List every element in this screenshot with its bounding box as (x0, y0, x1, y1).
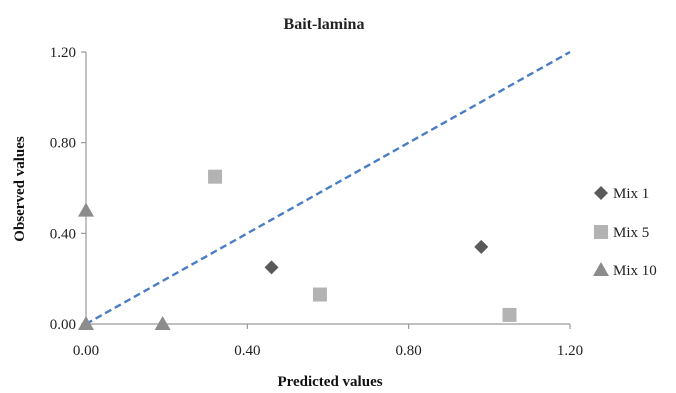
x-axis-title: Predicted values (277, 374, 382, 390)
legend-marker (594, 186, 608, 200)
data-point-mix-1 (264, 260, 279, 275)
legend-marker (594, 225, 608, 239)
x-tick-label: 1.20 (557, 343, 583, 359)
x-tick-label: 0.40 (234, 343, 260, 359)
legend-label: Mix 1 (613, 186, 649, 202)
x-tick-label: 0.00 (73, 343, 99, 359)
data-point-mix-10 (154, 316, 171, 330)
data-point-mix-10 (78, 202, 94, 217)
y-tick-label: 1.20 (50, 45, 76, 61)
legend-label: Mix 5 (613, 225, 649, 241)
data-point-mix-5 (502, 307, 517, 322)
legend-marker (593, 262, 609, 276)
reference-line (85, 50, 571, 326)
y-tick-label: 0.40 (50, 226, 76, 242)
y-tick-label: 0.80 (50, 136, 76, 152)
y-tick-label: 0.00 (50, 317, 76, 333)
chart-title: Bait-lamina (284, 16, 365, 33)
x-tick-label: 0.80 (396, 343, 422, 359)
y-axis-title: Observed values (12, 136, 28, 242)
data-point-mix-1 (474, 239, 489, 254)
data-point-mix-5 (208, 169, 223, 184)
data-point-mix-10 (78, 316, 94, 330)
legend: Mix 1 Mix 5 Mix 10 (593, 186, 657, 279)
data-point-mix-5 (312, 287, 327, 302)
legend-label: Mix 10 (613, 263, 657, 279)
plot-area: 0.00 0.40 0.80 1.20 0.00 0.40 0.80 1.20 (50, 45, 583, 359)
